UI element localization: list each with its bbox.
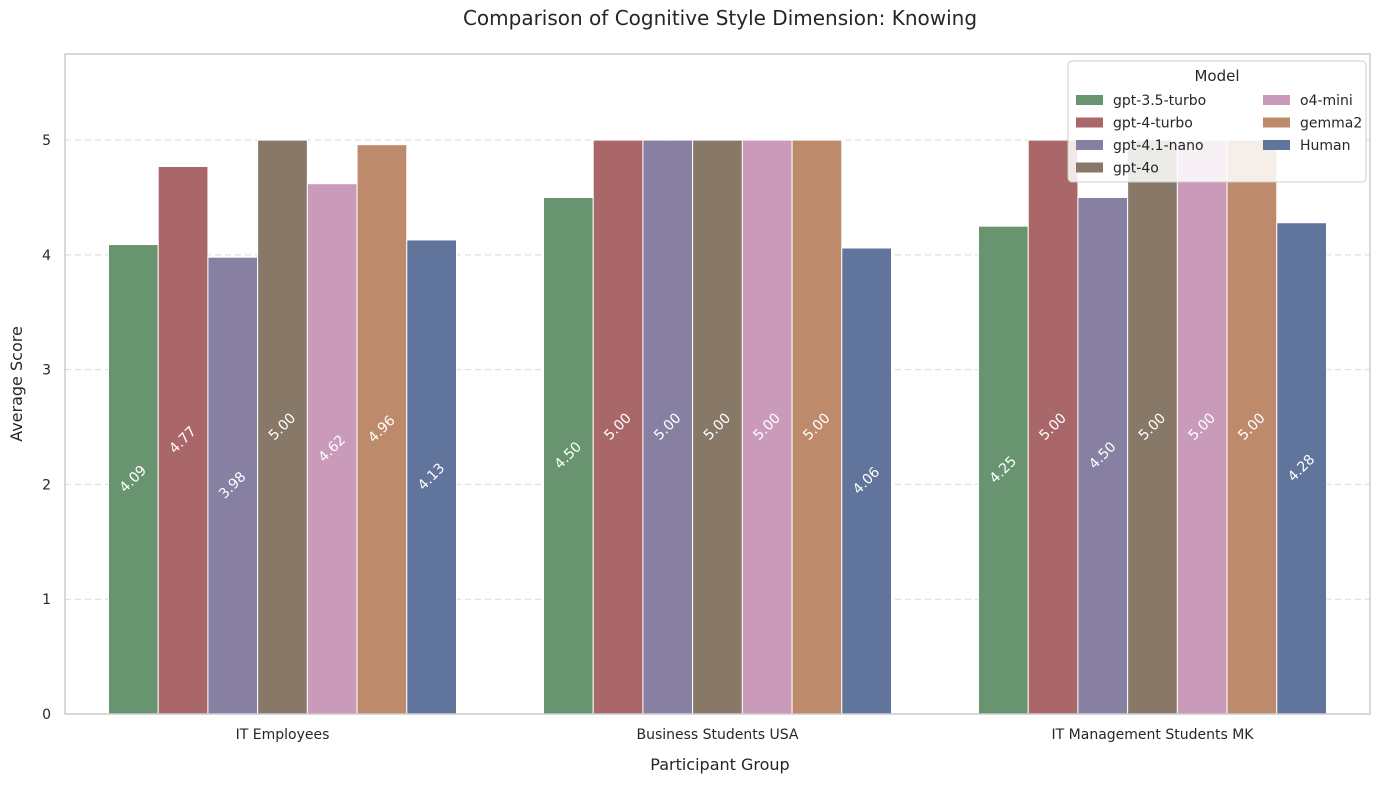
bar xyxy=(642,139,694,715)
x-tick-label: IT Management Students MK xyxy=(1052,727,1255,743)
legend-swatch xyxy=(1076,117,1103,128)
legend-item-label: o4-mini xyxy=(1300,93,1353,109)
bar xyxy=(1276,222,1328,715)
bar xyxy=(592,139,644,715)
y-tick-label: 1 xyxy=(42,592,51,608)
y-tick-label: 5 xyxy=(42,133,51,149)
bar xyxy=(306,183,358,715)
y-tick-label: 2 xyxy=(42,477,51,493)
bar xyxy=(1226,139,1278,715)
legend-item-label: Human xyxy=(1300,138,1351,154)
bar xyxy=(692,139,743,715)
y-tick-label: 4 xyxy=(42,248,51,264)
legend-item-label: gpt-3.5-turbo xyxy=(1113,93,1206,109)
legend-swatch xyxy=(1076,95,1103,105)
legend-swatch xyxy=(1263,117,1290,128)
bar xyxy=(1027,139,1079,715)
legend-swatch xyxy=(1263,140,1290,150)
bar xyxy=(406,239,457,715)
bar xyxy=(543,196,594,715)
legend-item-label: gpt-4o xyxy=(1113,161,1159,177)
bar xyxy=(207,256,259,715)
legend-item-label: gpt-4-turbo xyxy=(1113,116,1193,132)
y-tick-label: 0 xyxy=(42,707,51,723)
bar xyxy=(257,139,308,715)
bar xyxy=(841,247,892,715)
legend-box xyxy=(1067,60,1367,183)
legend-item-label: gemma2 xyxy=(1300,116,1362,132)
x-axis-label: Participant Group xyxy=(650,755,789,774)
bar xyxy=(1127,139,1178,715)
y-tick-label: 3 xyxy=(42,363,51,379)
plot-frame xyxy=(64,53,1371,715)
x-tick-label: IT Employees xyxy=(236,727,330,743)
legend-title: Model xyxy=(1194,67,1239,85)
chart-title: Comparison of Cognitive Style Dimension:… xyxy=(463,6,977,30)
y-axis-label: Average Score xyxy=(7,326,26,442)
x-tick-label: Business Students USA xyxy=(636,727,798,743)
legend-swatch xyxy=(1076,140,1103,150)
bar xyxy=(356,144,408,715)
legend-item-label: gpt-4.1-nano xyxy=(1113,138,1204,154)
legend-swatch xyxy=(1263,95,1290,105)
bar xyxy=(741,139,793,715)
legend-swatch xyxy=(1076,162,1103,173)
bar xyxy=(791,139,843,715)
bar xyxy=(978,225,1029,715)
